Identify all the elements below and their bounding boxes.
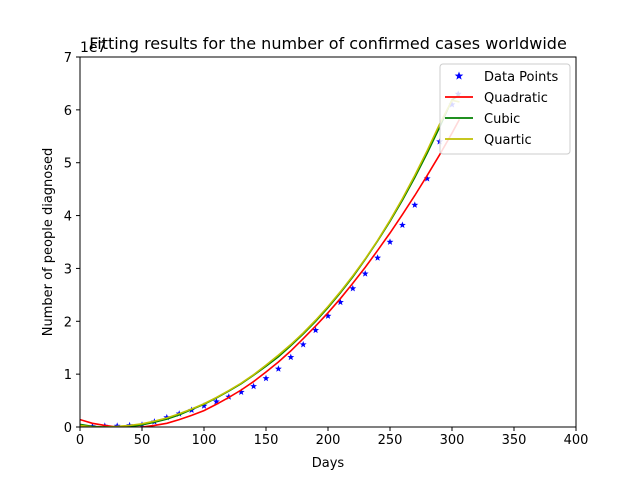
x-tick-label: 250 — [378, 433, 403, 448]
data-point — [126, 421, 134, 427]
data-point — [312, 326, 320, 334]
data-point — [324, 312, 332, 319]
y-tick-label: 1 — [64, 368, 72, 383]
y-tick-label: 2 — [64, 315, 72, 330]
y-axis-label: Number of people diagnosed — [41, 148, 56, 337]
data-point — [361, 270, 369, 277]
x-tick-label: 100 — [192, 433, 217, 448]
legend: Data Points Quadratic Cubic Quartic — [439, 63, 571, 155]
data-point — [287, 353, 295, 361]
y-offset-label: 1e7 — [80, 40, 106, 56]
chart-title: Fitting results for the number of confir… — [89, 34, 567, 53]
data-point — [299, 340, 307, 348]
y-tick-label: 0 — [64, 421, 72, 436]
x-axis: 0 50 100 150 200 250 300 350 400 — [76, 427, 589, 448]
y-tick-label: 7 — [64, 51, 72, 66]
x-tick-label: 150 — [254, 433, 279, 448]
x-tick-label: 0 — [76, 433, 84, 448]
data-point — [336, 298, 344, 306]
data-point — [374, 254, 382, 261]
quartic-fit-line — [80, 99, 460, 427]
data-point — [250, 382, 258, 390]
y-tick-label: 4 — [64, 210, 72, 225]
y-axis: 0 1 2 3 4 5 6 7 — [64, 51, 80, 436]
data-point — [262, 374, 270, 382]
y-tick-label: 5 — [64, 157, 72, 172]
x-axis-label: Days — [312, 456, 345, 471]
data-point — [212, 398, 220, 405]
data-point — [411, 201, 419, 208]
legend-label: Quartic — [484, 133, 532, 148]
legend-box — [439, 63, 571, 155]
x-tick-label: 350 — [502, 433, 527, 448]
x-tick-label: 400 — [564, 433, 589, 448]
data-point — [386, 238, 394, 245]
data-point — [398, 221, 406, 228]
x-tick-label: 50 — [134, 433, 151, 448]
x-tick-label: 200 — [316, 433, 341, 448]
data-point — [349, 284, 357, 292]
data-point — [163, 413, 171, 421]
legend-label: Cubic — [484, 112, 520, 127]
data-point — [200, 402, 208, 409]
data-point — [237, 388, 245, 396]
y-tick-label: 6 — [64, 104, 72, 119]
data-point — [423, 174, 431, 182]
legend-marker — [454, 71, 464, 80]
legend-label: Quadratic — [484, 91, 548, 106]
x-tick-label: 300 — [440, 433, 465, 448]
data-point — [274, 365, 282, 372]
legend-label: Data Points — [484, 70, 558, 85]
y-tick-label: 3 — [64, 262, 72, 277]
